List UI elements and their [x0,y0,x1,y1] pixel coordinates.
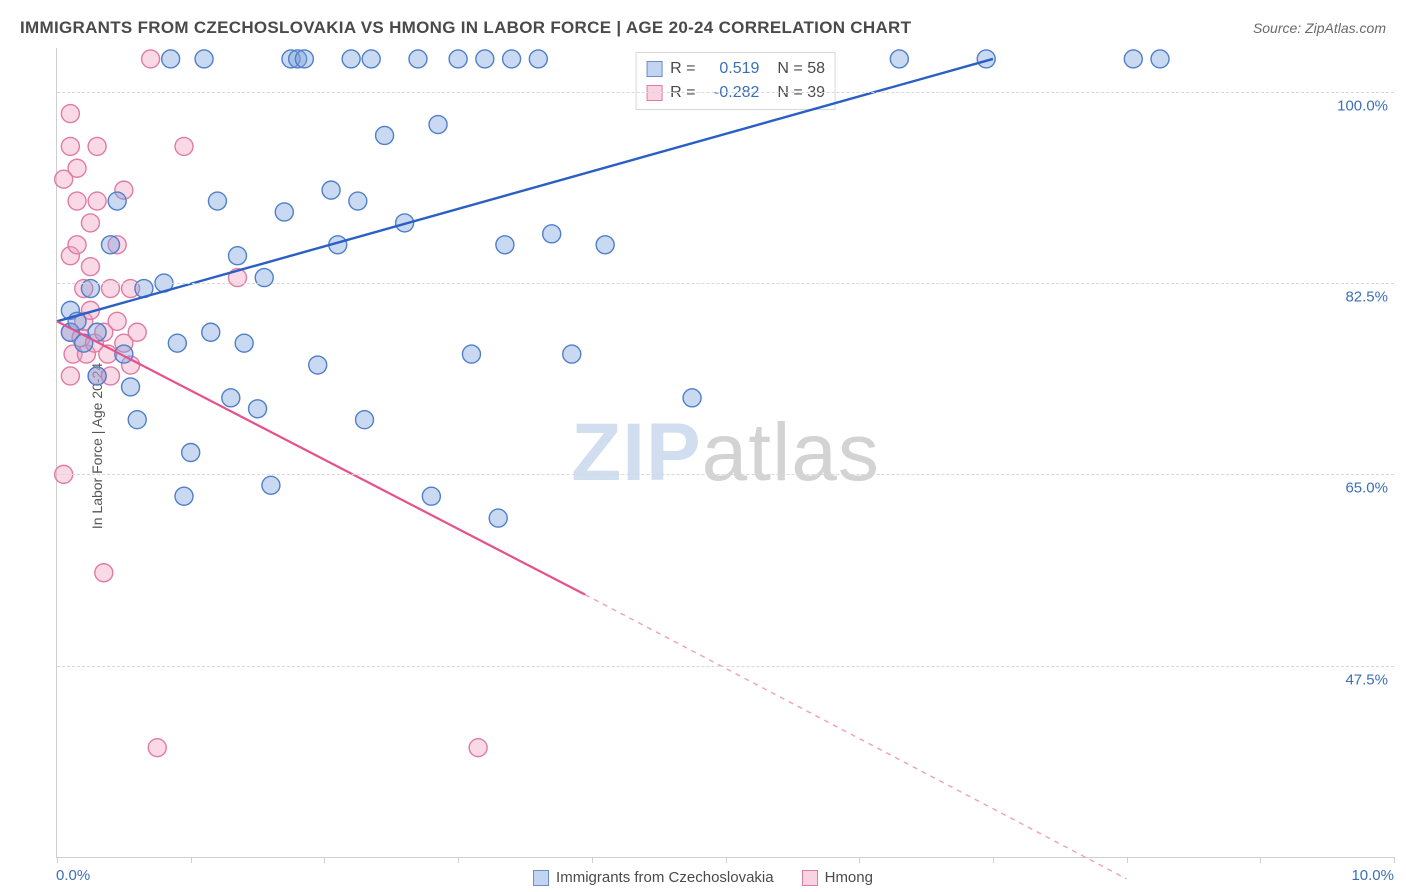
source-link[interactable]: ZipAtlas.com [1305,20,1386,36]
legend-swatch [802,870,818,886]
x-tick [726,857,727,863]
gridline [57,283,1394,284]
x-tick [191,857,192,863]
x-tick [324,857,325,863]
x-tick [592,857,593,863]
gridline [57,92,1394,93]
source-attribution: Source: ZipAtlas.com [1253,20,1386,36]
x-tick [1260,857,1261,863]
x-tick [1127,857,1128,863]
x-tick [57,857,58,863]
chart-title: IMMIGRANTS FROM CZECHOSLOVAKIA VS HMONG … [20,18,911,38]
y-tick-label: 82.5% [1345,289,1388,306]
legend-item: Hmong [802,869,873,886]
gridline [57,474,1394,475]
y-tick-label: 65.0% [1345,480,1388,497]
scatter-svg [57,48,1394,857]
y-tick-label: 47.5% [1345,671,1388,688]
x-tick [993,857,994,863]
legend-label: Immigrants from Czechoslovakia [556,869,774,886]
series-legend: Immigrants from Czechoslovakia Hmong [0,869,1406,886]
legend-swatch [533,870,549,886]
plot-area: ZIPatlas R =0.519 N = 58 R =-0.282 N = 3… [56,48,1394,858]
y-tick-label: 100.0% [1337,97,1388,114]
legend-label: Hmong [825,869,873,886]
legend-item: Immigrants from Czechoslovakia [533,869,774,886]
x-tick [1394,857,1395,863]
gridline [57,666,1394,667]
x-tick [458,857,459,863]
x-tick [859,857,860,863]
